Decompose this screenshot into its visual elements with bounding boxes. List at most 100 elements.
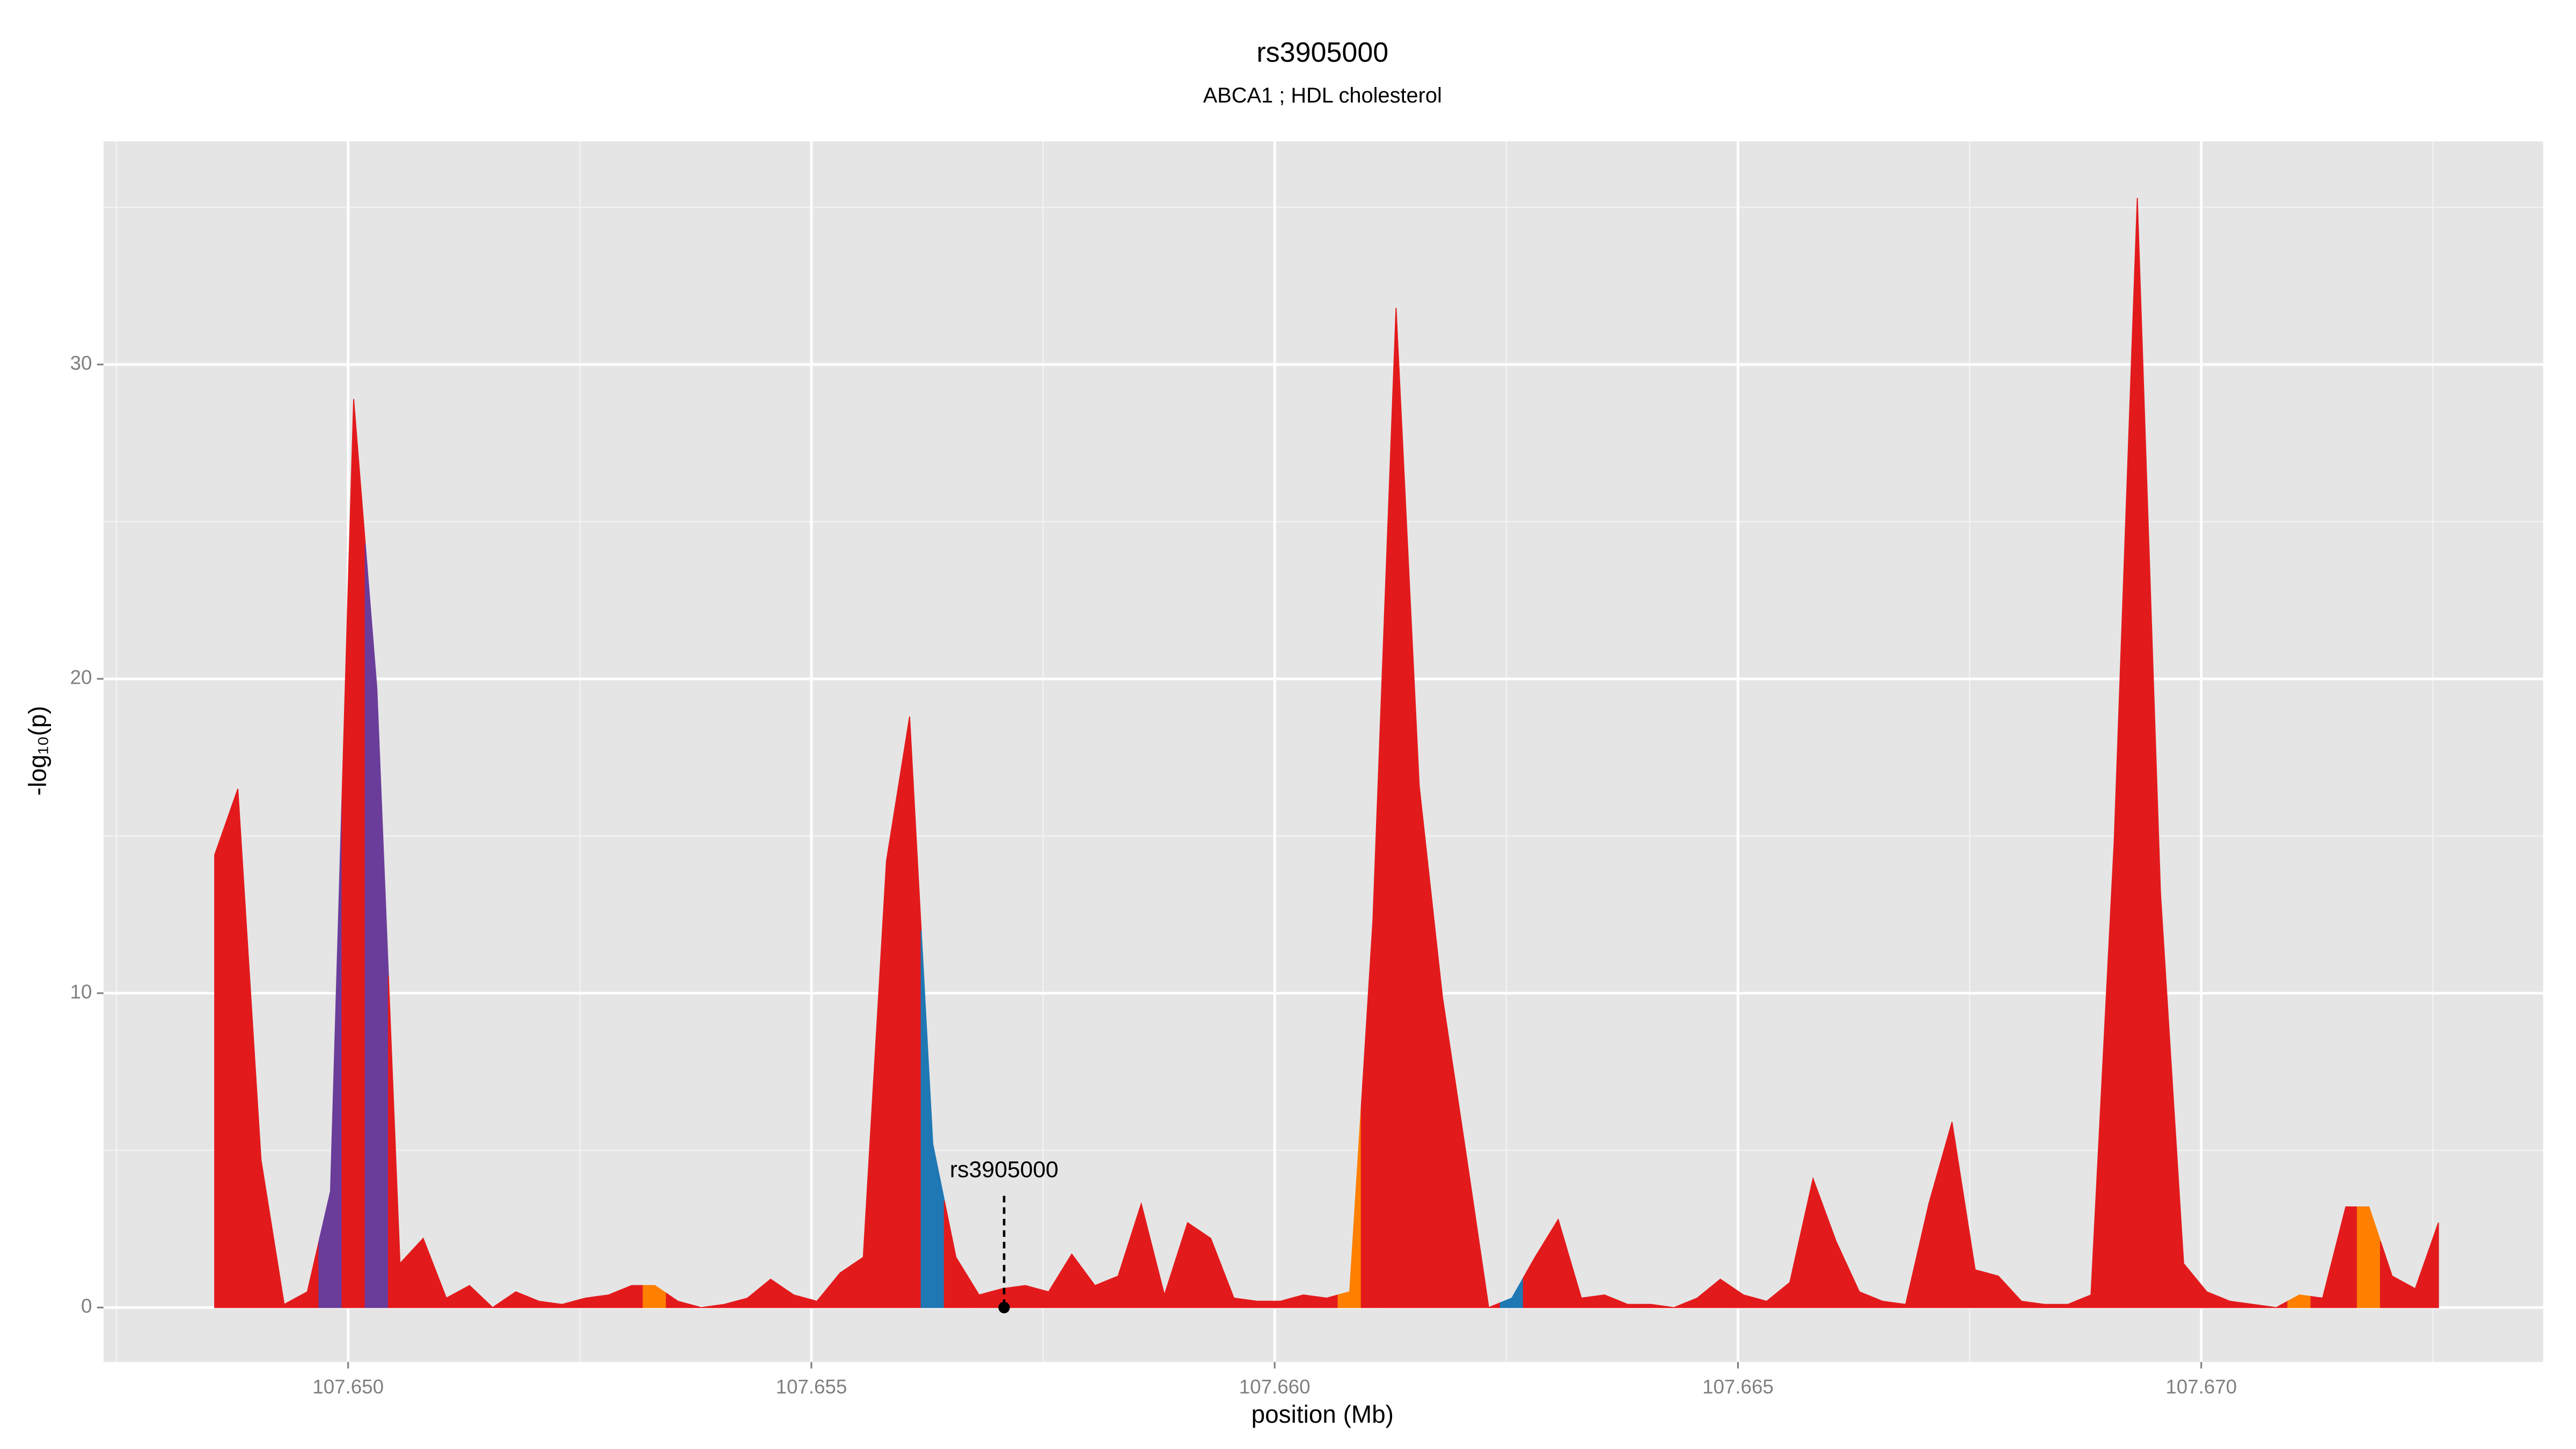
area-segment [1662, 1302, 1686, 1308]
area-segment [2079, 1069, 2103, 1308]
area-segment [1847, 1266, 1872, 1308]
area-segment [642, 1285, 667, 1308]
y-tick-label: 0 [81, 1295, 92, 1317]
area-segment [758, 1278, 783, 1308]
area-segment [2333, 1206, 2358, 1308]
chart-subtitle: ABCA1 ; HDL cholesterol [1203, 84, 1442, 107]
area-segment [411, 1237, 436, 1308]
area-segment [943, 1201, 968, 1308]
annotation-label: rs3905000 [950, 1157, 1058, 1183]
area-segment [2171, 1078, 2196, 1308]
area-segment [2009, 1287, 2034, 1308]
x-tick-label: 107.670 [2165, 1375, 2237, 1397]
area-segment [1337, 1106, 1362, 1308]
area-segment [272, 1232, 297, 1308]
area-segment [1453, 1073, 1478, 1308]
area-segment [2426, 1222, 2439, 1308]
area-segment [1245, 1299, 1269, 1308]
area-segment [1129, 1202, 1154, 1308]
area-segment [619, 1285, 644, 1308]
area-segment [1384, 308, 1408, 1308]
x-tick-label: 107.660 [1239, 1375, 1311, 1397]
area-segment [2357, 1206, 2381, 1308]
area-segment [712, 1300, 737, 1308]
area-segment [2194, 1276, 2219, 1308]
area-segment [1893, 1254, 1918, 1308]
area-segment [851, 1059, 876, 1308]
area-segment [1360, 614, 1385, 1308]
area-segment [2380, 1241, 2404, 1308]
area-segment [1777, 1230, 1802, 1308]
area-segment [318, 795, 343, 1308]
area-segment [1082, 1268, 1107, 1308]
x-tick-label: 107.655 [776, 1375, 847, 1397]
area-segment [1407, 546, 1432, 1308]
area-segment [2055, 1299, 2080, 1308]
area-segment [341, 399, 366, 1308]
area-segment [1152, 1249, 1177, 1308]
area-segment [1013, 1285, 1038, 1308]
area-segment [596, 1289, 621, 1308]
area-segment [2102, 520, 2126, 1308]
area-segment [457, 1285, 482, 1308]
area-segment [214, 822, 227, 1308]
area-segment [1638, 1304, 1663, 1308]
area-segment [2218, 1296, 2242, 1308]
area-segment [1615, 1299, 1640, 1308]
area-segment [1870, 1296, 1895, 1308]
area-segment [295, 1241, 320, 1308]
area-segment [364, 543, 389, 1308]
area-segment [2287, 1294, 2312, 1308]
area-segment [2125, 197, 2150, 1308]
area-segment [1754, 1291, 1779, 1308]
area-segment [1940, 1122, 1964, 1308]
area-segment [2148, 545, 2173, 1308]
area-segment [1499, 1276, 1524, 1308]
area-segment [1546, 1218, 1570, 1308]
area-segment [920, 930, 945, 1308]
x-tick-label: 107.665 [1702, 1375, 1774, 1397]
area-segment [1708, 1278, 1733, 1308]
area-segment [1198, 1230, 1223, 1308]
y-tick-label: 20 [70, 667, 92, 689]
area-segment [665, 1292, 690, 1308]
area-segment [526, 1296, 551, 1308]
area-segment [1430, 891, 1455, 1308]
area-segment [1036, 1271, 1061, 1308]
area-segment [1476, 1228, 1501, 1308]
area-segment [2310, 1252, 2335, 1308]
area-segment [874, 788, 899, 1308]
area-segment [804, 1285, 829, 1308]
area-segment [689, 1304, 713, 1308]
area-segment [1731, 1286, 1756, 1308]
area-segment [735, 1287, 760, 1308]
x-tick-label: 107.650 [312, 1375, 384, 1397]
area-segment [1963, 1196, 1987, 1308]
area-segment [480, 1295, 505, 1308]
area-segment [1569, 1258, 1594, 1308]
area-segment [434, 1268, 459, 1308]
area-segment [1221, 1268, 1246, 1308]
area-segment [897, 716, 922, 1308]
area-segment [1824, 1210, 1848, 1308]
area-segment [828, 1264, 852, 1308]
y-tick-label: 30 [70, 352, 92, 374]
area-segment [1175, 1221, 1200, 1308]
area-segment [1314, 1294, 1339, 1308]
area-segment [781, 1286, 806, 1308]
y-axis-label: -log₁₀(p) [24, 706, 52, 795]
area-segment [2241, 1302, 2265, 1308]
area-segment [573, 1296, 598, 1308]
area-segment [1523, 1236, 1547, 1308]
area-segment [1059, 1253, 1084, 1308]
area-segment [503, 1291, 528, 1308]
chart-title: rs3905000 [1256, 37, 1388, 68]
area-segment [1106, 1240, 1130, 1308]
annotation-point [998, 1301, 1010, 1314]
area-segment [1291, 1294, 1316, 1308]
area-segment [1986, 1272, 2011, 1308]
area-segment [1592, 1294, 1617, 1308]
area-segment [1685, 1287, 1709, 1308]
